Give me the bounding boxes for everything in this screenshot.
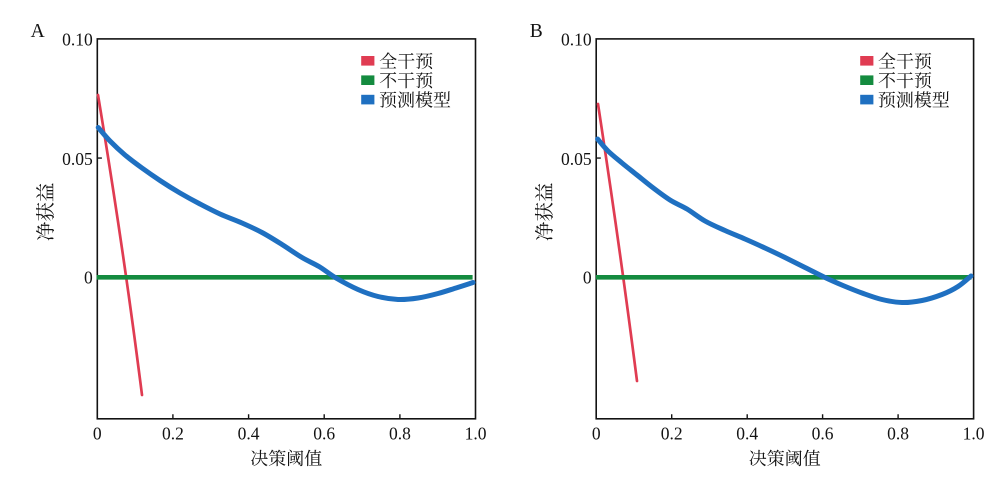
svg-text:A: A [31,21,45,42]
svg-text:1.0: 1.0 [465,424,487,444]
svg-text:0.10: 0.10 [561,30,592,50]
svg-text:0.6: 0.6 [313,424,335,444]
svg-text:0.8: 0.8 [389,424,411,444]
svg-text:0.10: 0.10 [62,30,93,50]
svg-text:0.4: 0.4 [736,424,758,444]
svg-text:0.2: 0.2 [661,424,683,444]
svg-text:0.8: 0.8 [887,424,909,444]
svg-text:0.4: 0.4 [238,424,260,444]
svg-text:0: 0 [583,267,592,287]
svg-text:1.0: 1.0 [963,424,985,444]
svg-text:0.6: 0.6 [812,424,834,444]
svg-text:0: 0 [93,424,102,444]
svg-text:0.2: 0.2 [162,424,184,444]
svg-text:0: 0 [84,267,93,287]
svg-text:0.05: 0.05 [62,149,93,169]
svg-text:0.05: 0.05 [561,149,592,169]
svg-text:B: B [530,21,543,42]
svg-text:0: 0 [592,424,601,444]
